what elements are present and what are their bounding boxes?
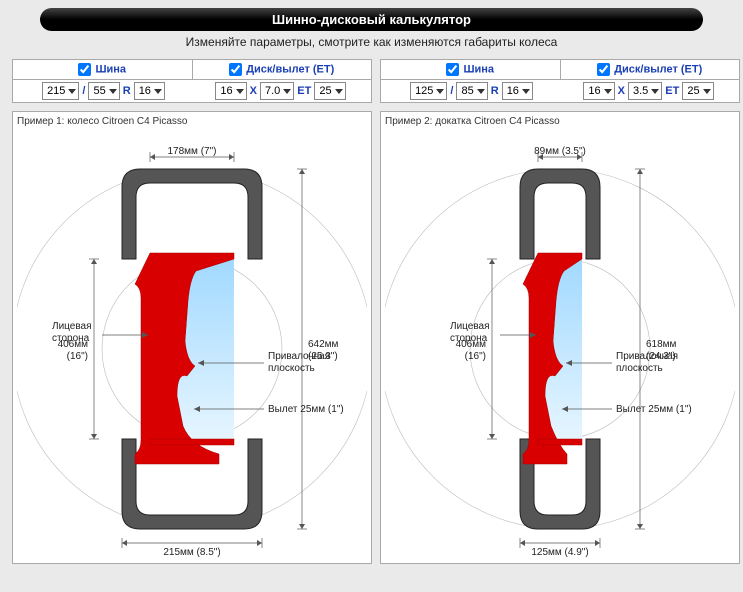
svg-text:618мм: 618мм [646,339,677,350]
chevron-down-icon [283,89,291,94]
svg-text:125мм (4.9"): 125мм (4.9") [531,547,588,558]
svg-text:Привалочная: Привалочная [616,351,678,362]
svg-text:178мм (7"): 178мм (7") [168,146,217,157]
disk-checkbox[interactable] [229,63,242,76]
chevron-down-icon [436,89,444,94]
diagram-caption: Пример 2: докатка Citroen C4 Picasso [385,116,735,127]
chevron-down-icon [109,89,117,94]
svg-text:Вылет 25мм (1"): Вылет 25мм (1") [268,404,344,415]
svg-text:(16"): (16") [465,351,486,362]
diagram-box: Пример 1: колесо Citroen C4 Picasso 178м… [12,111,372,564]
tire-width-select[interactable]: 125 [410,82,447,100]
title-bar: Шинно-дисковый калькулятор [40,8,703,31]
chevron-down-icon [154,89,162,94]
chevron-down-icon [477,89,485,94]
svg-text:сторона: сторона [450,333,488,344]
disk-checkbox[interactable] [597,63,610,76]
chevron-down-icon [703,89,711,94]
tire-rim-select[interactable]: 16 [134,82,165,100]
diagram-caption: Пример 1: колесо Citroen C4 Picasso [17,116,367,127]
chevron-down-icon [651,89,659,94]
disk-header[interactable]: Диск/вылет (ET) [193,60,372,79]
tire-width-select[interactable]: 215 [42,82,79,100]
wheel-column-1: Шина Диск/вылет (ET) 125 / 85 R 16 16 X … [380,59,740,564]
disk-diameter-select[interactable]: 16 [215,82,246,100]
wheel-diagram-0: 178мм (7") 642мм (25.3") 406мм (16") 215… [17,129,367,559]
subtitle: Изменяйте параметры, смотрите как изменя… [0,35,743,49]
svg-text:(16"): (16") [67,351,88,362]
tire-checkbox[interactable] [78,63,91,76]
wheel-diagram-1: 89мм (3.5") 618мм (24.3") 406мм (16") 12… [385,129,735,559]
tire-header[interactable]: Шина [13,60,193,79]
wheel-column-0: Шина Диск/вылет (ET) 215 / 55 R 16 16 X … [12,59,372,564]
svg-text:Вылет 25мм (1"): Вылет 25мм (1") [616,404,692,415]
svg-text:Привалочная: Привалочная [268,351,330,362]
svg-text:Лицевая: Лицевая [52,321,92,332]
svg-text:Лицевая: Лицевая [450,321,490,332]
param-row: 125 / 85 R 16 16 X 3.5 ET 25 [380,80,740,103]
chevron-down-icon [68,89,76,94]
param-header: Шина Диск/вылет (ET) [12,59,372,80]
disk-et-select[interactable]: 25 [682,82,713,100]
svg-text:сторона: сторона [52,333,90,344]
svg-text:89мм (3.5"): 89мм (3.5") [534,146,586,157]
svg-text:плоскость: плоскость [616,363,663,374]
tire-header[interactable]: Шина [381,60,561,79]
chevron-down-icon [236,89,244,94]
page-title: Шинно-дисковый калькулятор [272,12,471,27]
tire-profile-select[interactable]: 55 [88,82,119,100]
disk-width-select[interactable]: 3.5 [628,82,662,100]
svg-text:642мм: 642мм [308,339,339,350]
param-header: Шина Диск/вылет (ET) [380,59,740,80]
disk-diameter-select[interactable]: 16 [583,82,614,100]
tire-checkbox[interactable] [446,63,459,76]
columns: Шина Диск/вылет (ET) 215 / 55 R 16 16 X … [0,59,743,564]
disk-width-select[interactable]: 7.0 [260,82,294,100]
chevron-down-icon [335,89,343,94]
param-row: 215 / 55 R 16 16 X 7.0 ET 25 [12,80,372,103]
chevron-down-icon [522,89,530,94]
disk-header[interactable]: Диск/вылет (ET) [561,60,740,79]
diagram-box: Пример 2: докатка Citroen C4 Picasso 89м… [380,111,740,564]
chevron-down-icon [604,89,612,94]
disk-et-select[interactable]: 25 [314,82,345,100]
svg-text:215мм (8.5"): 215мм (8.5") [163,547,220,558]
tire-rim-select[interactable]: 16 [502,82,533,100]
tire-profile-select[interactable]: 85 [456,82,487,100]
svg-text:плоскость: плоскость [268,363,315,374]
